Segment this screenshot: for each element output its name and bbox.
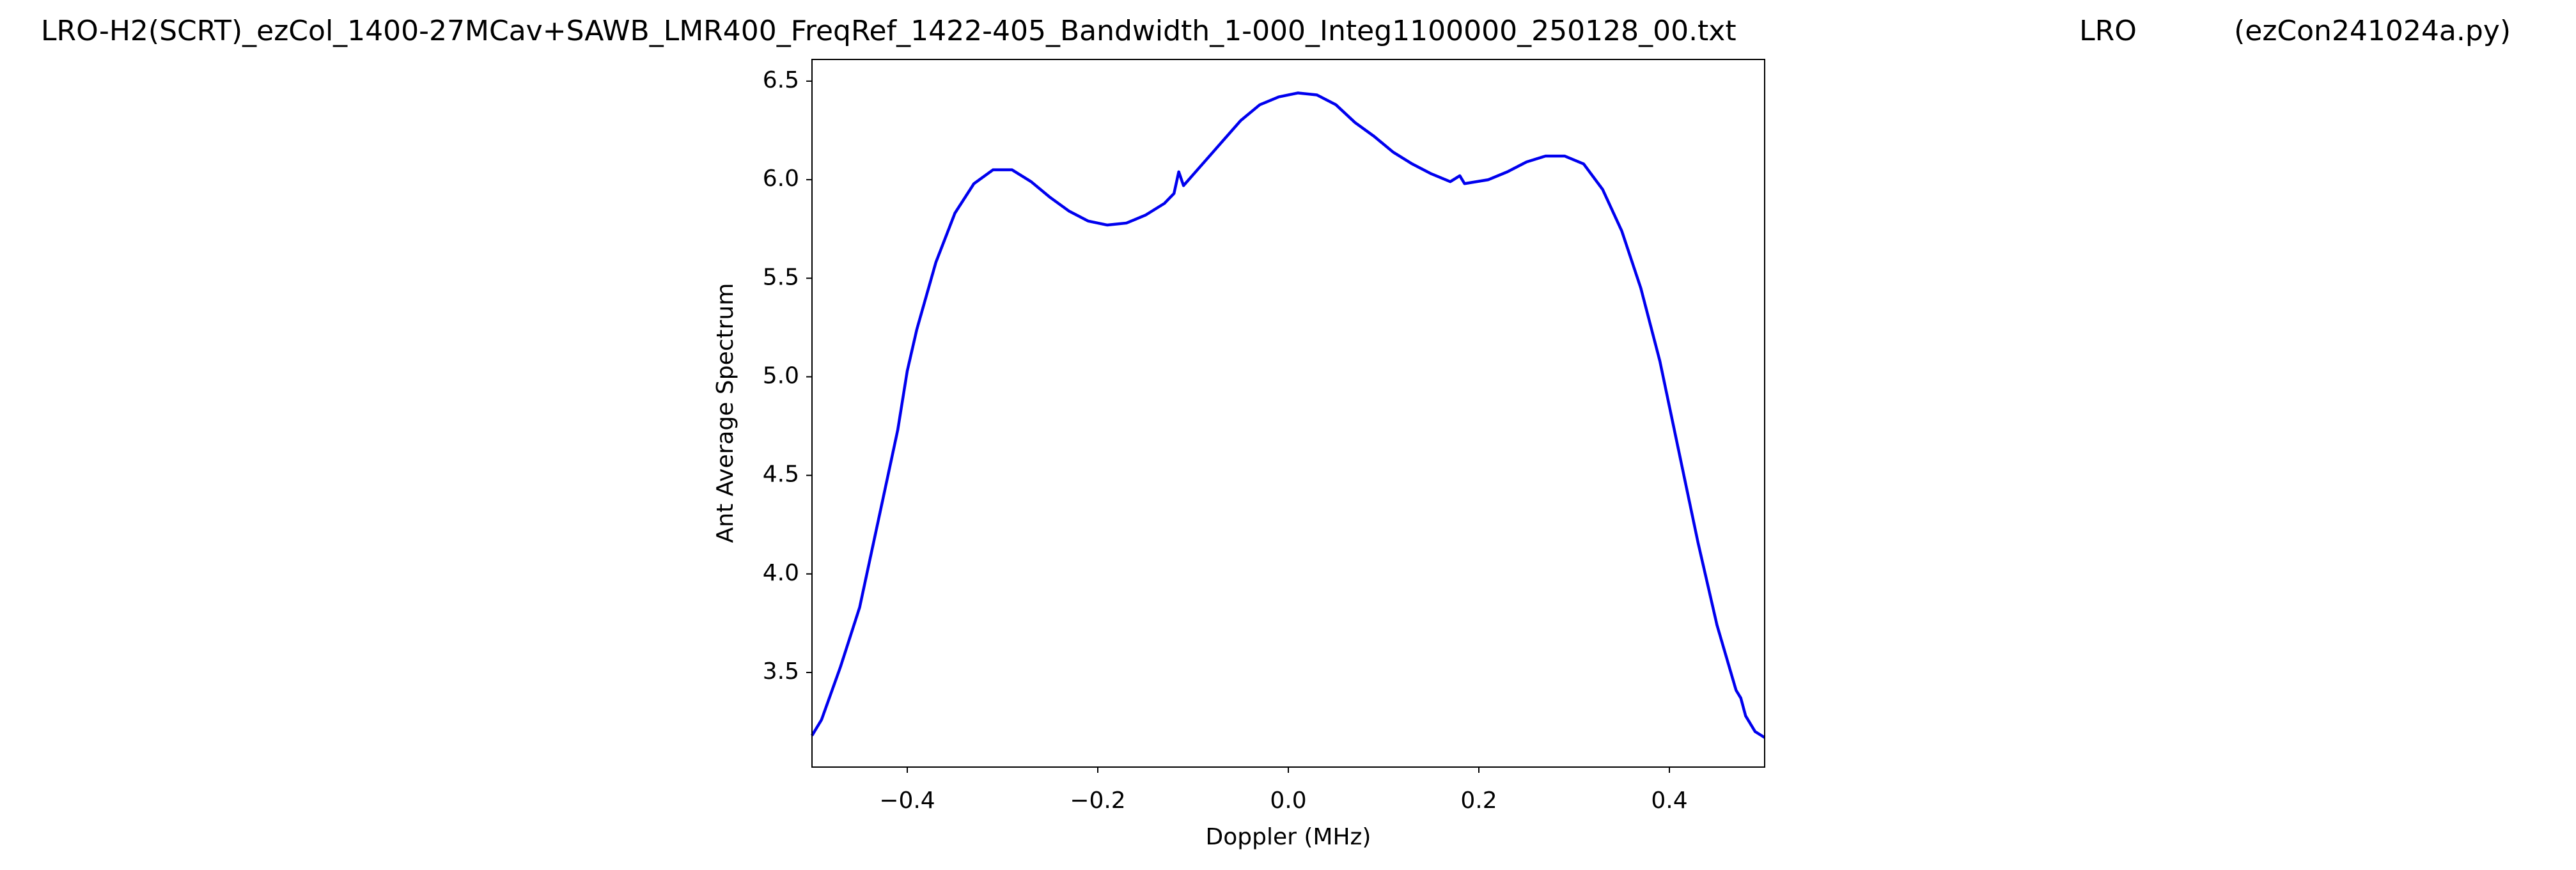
y-tick-label: 3.5 — [763, 658, 799, 685]
x-tick-label: 0.4 — [1651, 788, 1687, 814]
y-tick-label: 5.5 — [763, 264, 799, 290]
site-label: LRO — [2079, 15, 2137, 47]
y-tick-label: 4.0 — [763, 560, 799, 586]
y-axis-label: Ant Average Spectrum — [712, 283, 738, 543]
y-tick-label: 6.5 — [763, 67, 799, 93]
plot-frame — [811, 59, 1765, 768]
x-tick-label: −0.4 — [879, 788, 935, 814]
x-tick-label: 0.2 — [1460, 788, 1497, 814]
x-axis-label: Doppler (MHz) — [1206, 824, 1371, 850]
x-tick-label: −0.2 — [1070, 788, 1125, 814]
line-series — [811, 91, 1766, 739]
y-tick-label: 4.5 — [763, 462, 799, 488]
y-tick-label: 6.0 — [763, 166, 799, 192]
program-label: (ezCon241024a.py) — [2234, 15, 2511, 47]
y-tick-label: 5.0 — [763, 362, 799, 389]
x-tick-label: 0.0 — [1270, 788, 1306, 814]
chart-title: LRO-H2(SCRT)_ezCol_1400-27MCav+SAWB_LMR4… — [41, 15, 1737, 47]
